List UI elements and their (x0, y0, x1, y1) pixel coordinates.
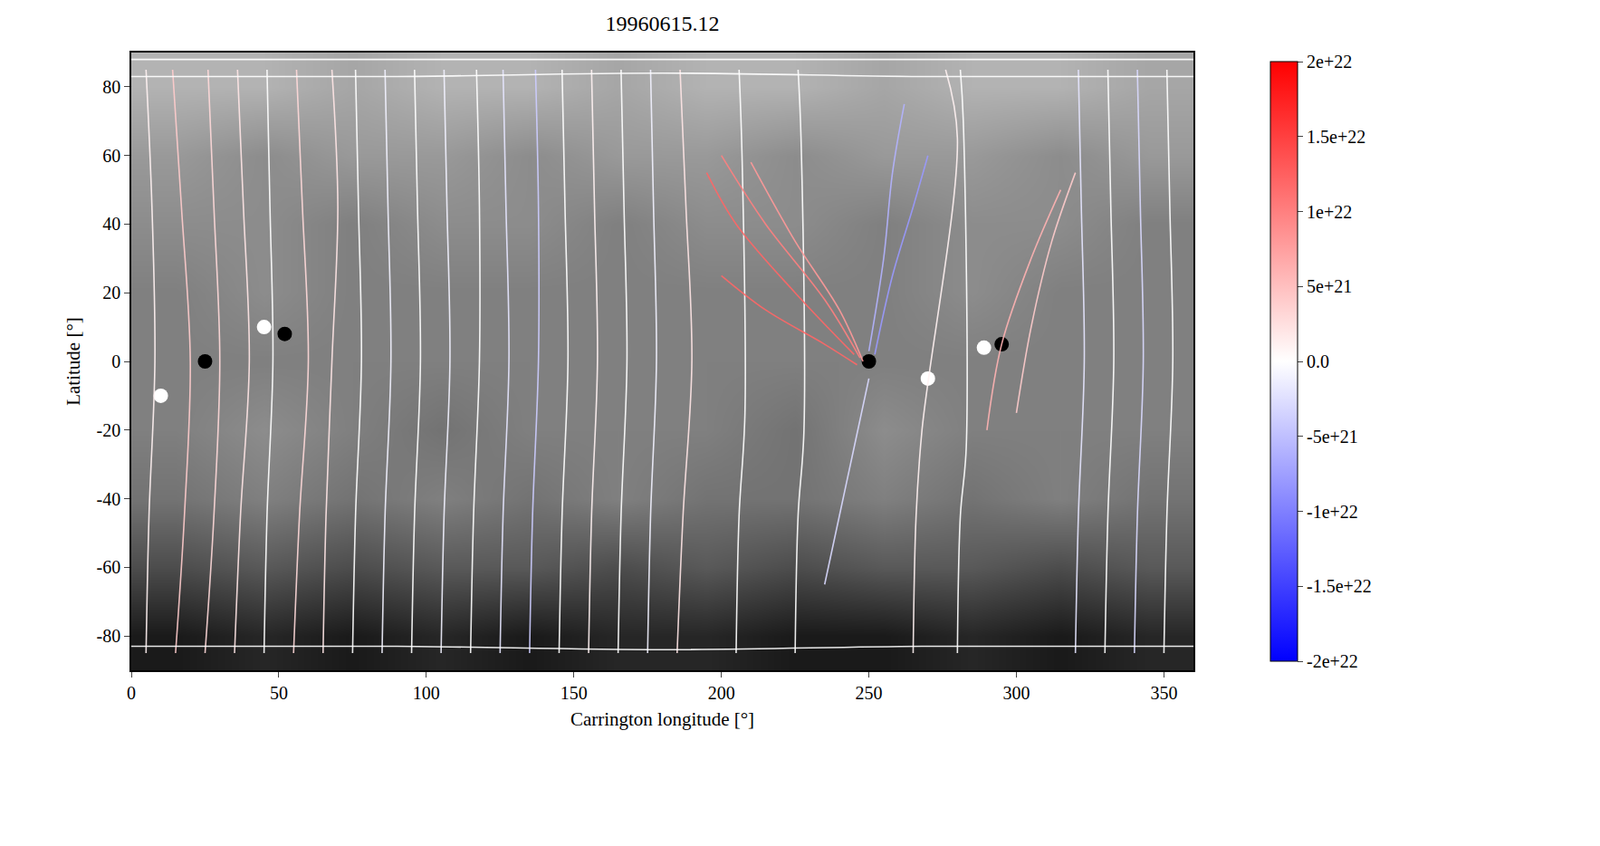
svg-text:0: 0 (126, 682, 136, 703)
svg-text:-20: -20 (96, 420, 122, 441)
svg-text:20: 20 (102, 282, 121, 303)
svg-text:-60: -60 (96, 556, 122, 577)
svg-text:200: 200 (708, 682, 736, 703)
svg-text:150: 150 (560, 682, 588, 703)
svg-text:40: 40 (102, 213, 121, 234)
svg-text:2e+22: 2e+22 (1306, 51, 1352, 72)
svg-text:-1.5e+22: -1.5e+22 (1306, 575, 1372, 596)
svg-text:350: 350 (1149, 682, 1178, 703)
svg-text:250: 250 (855, 682, 883, 703)
svg-text:0: 0 (111, 351, 121, 372)
svg-text:Latitude [°]: Latitude [°] (62, 316, 85, 406)
svg-text:100: 100 (412, 682, 441, 703)
svg-text:-5e+21: -5e+21 (1306, 426, 1359, 447)
svg-text:60: 60 (102, 145, 121, 166)
svg-text:300: 300 (1003, 682, 1031, 703)
svg-text:Carrington longitude [°]: Carrington longitude [°] (570, 708, 755, 730)
svg-text:0.0: 0.0 (1306, 351, 1330, 372)
svg-text:1.5e+22: 1.5e+22 (1306, 126, 1366, 147)
svg-text:19960615.12: 19960615.12 (605, 11, 720, 36)
svg-text:50: 50 (269, 682, 288, 703)
svg-text:5e+21: 5e+21 (1306, 276, 1352, 297)
svg-text:1e+22: 1e+22 (1306, 201, 1352, 222)
svg-text:-2e+22: -2e+22 (1306, 651, 1359, 671)
svg-text:-80: -80 (96, 625, 122, 646)
svg-text:80: 80 (102, 76, 121, 97)
svg-text:-1e+22: -1e+22 (1306, 501, 1359, 522)
svg-text:-40: -40 (96, 488, 122, 509)
